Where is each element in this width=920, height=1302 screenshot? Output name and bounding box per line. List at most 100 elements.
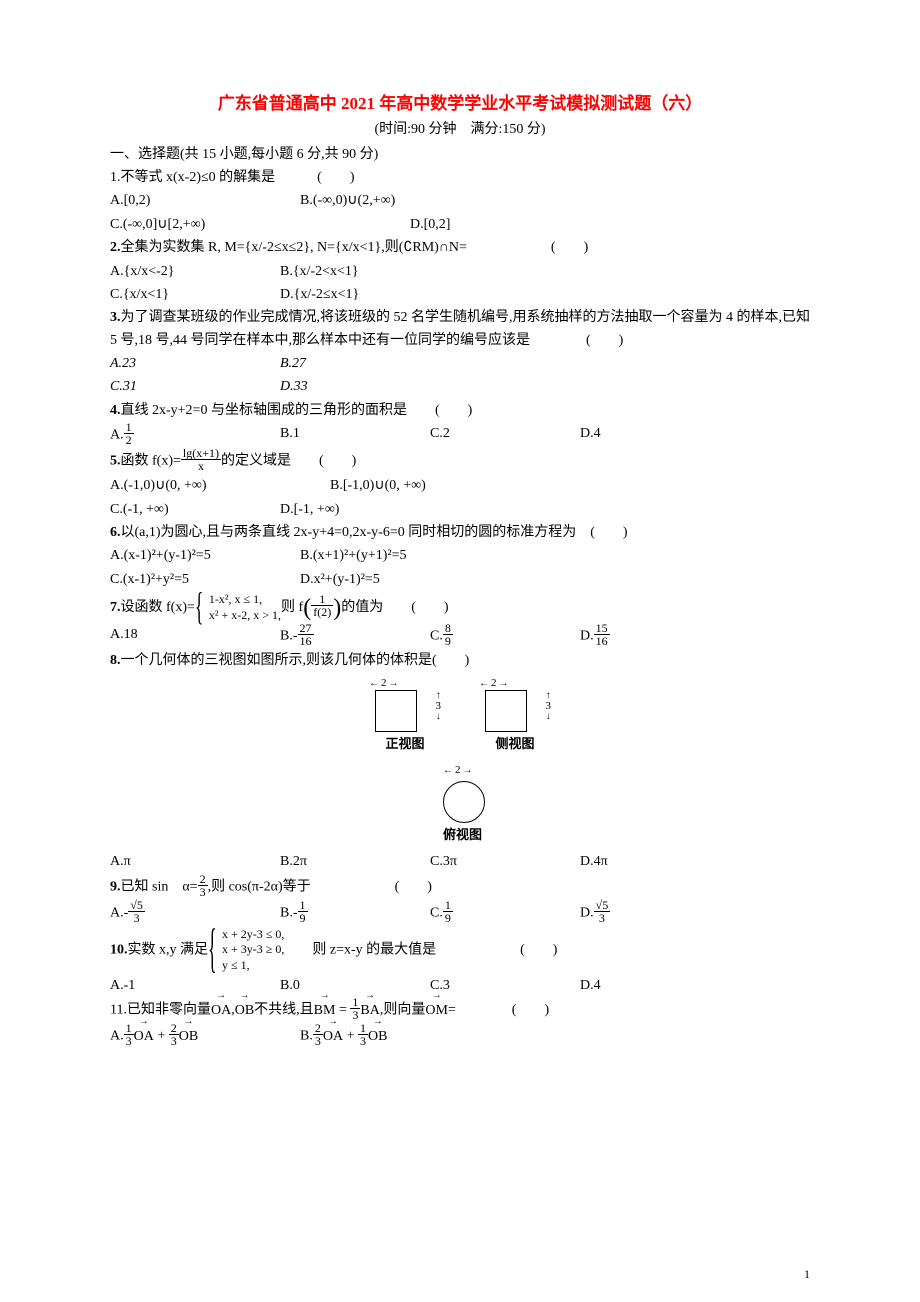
q2-opts-row2: C.{x/x<1} D.{x/-2≤x<1} [110,284,810,306]
q10-optD: D.4 [580,975,601,997]
q9-d-num: √5 [594,899,611,912]
q11-b1d: 3 [313,1035,323,1047]
q7-optC: C.89 [430,624,580,649]
q11-b1n: 2 [313,1022,323,1035]
q9-mid: ,则 cos(π-2α)等于 [208,879,311,894]
q11-opts: A.13OA + 23OB B.23OA + 13OB [110,1024,810,1049]
q4-optB: B.1 [280,423,430,448]
section-1-heading: 一、选择题(共 15 小题,每小题 6 分,共 90 分) [110,144,810,166]
q1-stem: 不等式 x(x-2)≤0 的解集是 [121,170,276,185]
question-10: 10.实数 x,y 满足 x + 2y-3 ≤ 0, x + 3y-3 ≥ 0,… [110,927,810,974]
q8-optD: D.4π [580,851,608,873]
q11-a1d: 3 [124,1035,134,1047]
q7-b-den: 16 [298,635,314,647]
q2-opts-row1: A.{x/x<-2} B.{x/-2<x<1} [110,261,810,283]
q9-optC: C.19 [430,901,580,926]
q11-a2n: 2 [169,1022,179,1035]
page-title: 广东省普通高中 2021 年高中数学学业水平考试模拟测试题（六） [110,90,810,117]
q9-optA: A.-√53 [110,901,280,926]
question-5: 5.函数 f(x)=lg(x+1)x的定义域是 ( ) [110,449,810,474]
q3-optD: D.33 [280,379,308,394]
q7-mid1: 则 f [281,600,303,615]
q11-fd: 3 [350,1009,360,1021]
three-view-diagram: 2 3 正视图 2 3 侧视图 ←2→ [110,677,810,848]
q8-optA: A.π [110,851,280,873]
q9-a-num: √5 [128,899,145,912]
question-2: 2.全集为实数集 R, M={x/-2≤x≤2}, N={x/x<1},则(∁R… [110,237,810,259]
q5-optD: D.[-1, +∞) [280,499,339,521]
q9-optB: B.-19 [280,901,430,926]
top-view: ←2→ 俯视图 [443,759,485,846]
q1-optC: C.(-∞,0]∪[2,+∞) [110,214,410,236]
q9-c-den: 9 [443,912,453,924]
q9-c-num: 1 [443,899,453,912]
q4-optA: A.12 [110,423,280,448]
q3-stem: 为了调查某班级的作业完成情况,将该班级的 52 名学生随机编号,用系统抽样的方法… [110,310,810,347]
q4-optD: D.4 [580,423,601,448]
q5-opts-row2: C.(-1, +∞) D.[-1, +∞) [110,499,810,521]
q9-den: 3 [198,886,208,898]
q10-optA: A.-1 [110,975,280,997]
q7-opts: A.18 B.-2716 C.89 D.1516 [110,624,810,649]
q7-composed: (1f(2)) [303,595,341,620]
question-8: 8.一个几何体的三视图如图所示,则该几何体的体积是( ) [110,650,810,672]
q11-a1n: 1 [124,1022,134,1035]
q1-optB: B.(-∞,0)∪(2,+∞) [300,190,395,212]
q9-a-den: 3 [128,912,145,924]
q6-optB: B.(x+1)²+(y+1)²=5 [300,545,406,567]
q6-opts-row2: C.(x-1)²+y²=5 D.x²+(y-1)²=5 [110,569,810,591]
vec-OM: OM [425,1000,448,1022]
q2-optA: A.{x/x<-2} [110,261,280,283]
q10-system: x + 2y-3 ≤ 0, x + 3y-3 ≥ 0, y ≤ 1, [208,927,284,974]
q5-post: 的定义域是 [221,454,291,469]
question-9: 9.已知 sin α=23,则 cos(π-2α)等于 ( ) [110,875,810,900]
q11-post: = [448,1003,456,1018]
q7-piecewise: 1-x², x ≤ 1, x² + x-2, x > 1, [195,592,281,623]
q7-optD: D.1516 [580,624,610,649]
q8-stem: 一个几何体的三视图如图所示,则该几何体的体积是( ) [121,653,470,668]
q3-opts-row2: C.31 D.33 [110,376,810,398]
question-1: 1.不等式 x(x-2)≤0 的解集是 ( ) [110,167,810,189]
q2-optC: C.{x/x<1} [110,284,280,306]
q1-optD: D.[0,2] [410,214,450,236]
q11-b2n: 1 [358,1022,368,1035]
front-view: 2 3 正视图 [365,677,445,755]
q7-line1: 1-x², x ≤ 1, [209,592,281,608]
q9-optD: D.√53 [580,901,610,926]
question-11: 11.已知非零向量OA,OB不共线,且BM = 13BA,则向量OM= ( ) [110,998,810,1023]
q7-inner-den: f(2) [311,606,333,618]
q5-opts-row1: A.(-1,0)∪(0, +∞) B.[-1,0)∪(0, +∞) [110,475,810,497]
q11-b-ob: OB [368,1026,387,1048]
q3-optC: C.31 [110,379,137,394]
q10-l1: x + 2y-3 ≤ 0, [222,927,284,943]
vec-OA: OA [211,1000,231,1022]
q11-optB: B.23OA + 13OB [300,1024,387,1049]
q6-optD: D.x²+(y-1)²=5 [300,569,380,591]
q9-b-num: 1 [298,899,308,912]
q11-optA: A.13OA + 23OB [110,1024,300,1049]
q6-optA: A.(x-1)²+(y-1)²=5 [110,545,300,567]
q2-stem-pre: 全集为实数集 R, M={x/-2≤x≤2}, N={x/x<1},则( [121,240,404,255]
q9-num: 2 [198,873,208,886]
q10-pre: 实数 x,y 满足 [128,942,209,957]
question-6: 6.以(a,1)为圆心,且与两条直线 2x-y+4=0,2x-y-6=0 同时相… [110,522,810,544]
q6-optC: C.(x-1)²+y²=5 [110,569,300,591]
q10-l3: y ≤ 1, [222,958,284,974]
front-dim-h: 3 [436,691,442,722]
q5-den: x [181,460,221,472]
q8-optC: C.3π [430,851,580,873]
q5-optC: C.(-1, +∞) [110,499,280,521]
q11-fn: 1 [350,996,360,1009]
q7-c-den: 9 [443,635,453,647]
q10-optB: B.0 [280,975,430,997]
vec-OB: OB [235,1000,254,1022]
page-number: 1 [804,1265,810,1284]
q11-a-oa: OA [134,1026,154,1048]
q4-optC: C.2 [430,423,580,448]
q9-pre: 已知 sin α= [121,879,198,894]
q7-d-den: 16 [594,635,610,647]
q11-a-ob: OB [179,1026,198,1048]
q11-b2d: 3 [358,1035,368,1047]
q3-optA: A.23 [110,356,136,371]
q9-d-den: 3 [594,912,611,924]
